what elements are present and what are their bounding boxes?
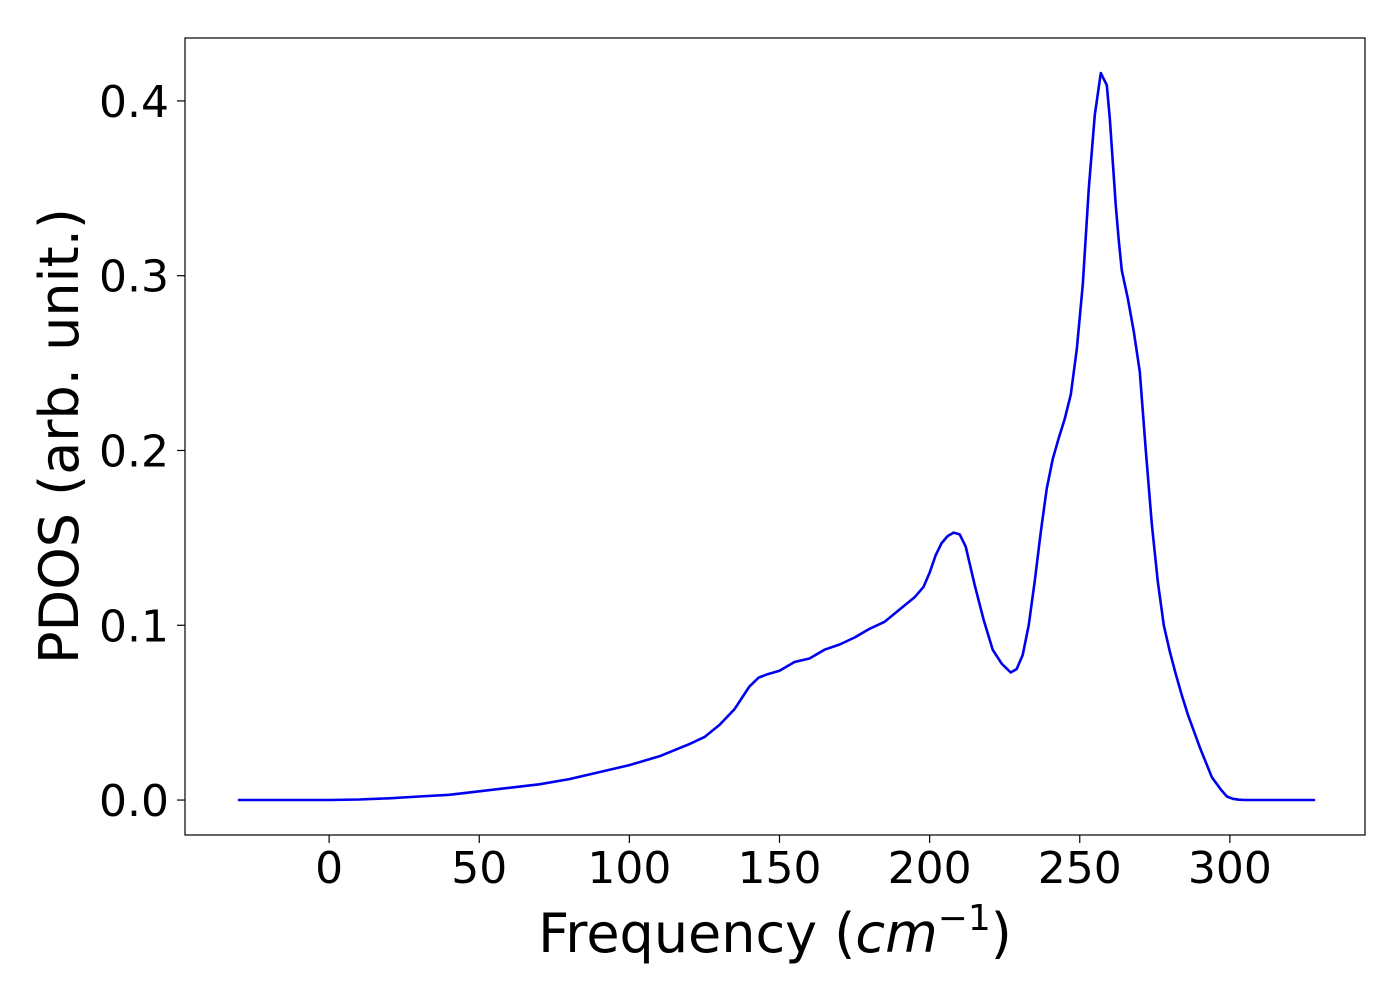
x-tick-label: 0: [315, 843, 343, 894]
x-tick-label: 100: [587, 843, 671, 894]
y-tick-label: 0.4: [99, 77, 169, 128]
y-axis: 0.0 0.1 0.2 0.3 0.4: [99, 77, 185, 827]
axes-frame: [184, 37, 1366, 836]
x-tick-label: 300: [1188, 843, 1272, 894]
y-tick-label: 0.1: [99, 601, 169, 652]
x-axis-label: Frequency (cm−1): [538, 898, 1012, 965]
x-tick-label: 250: [1038, 843, 1122, 894]
y-axis-label: PDOS (arb. unit.): [28, 208, 91, 664]
y-tick-label: 0.3: [99, 252, 169, 303]
x-tick-label: 50: [451, 843, 507, 894]
x-tick-label: 200: [888, 843, 972, 894]
x-tick-label: 150: [738, 843, 822, 894]
pdos-series-line: [237, 71, 1316, 802]
x-axis: 0 50 100 150 200 250 300: [315, 835, 1272, 894]
y-tick-label: 0.2: [99, 426, 169, 477]
y-tick-label: 0.0: [99, 776, 169, 827]
plot-area: [237, 71, 1316, 802]
